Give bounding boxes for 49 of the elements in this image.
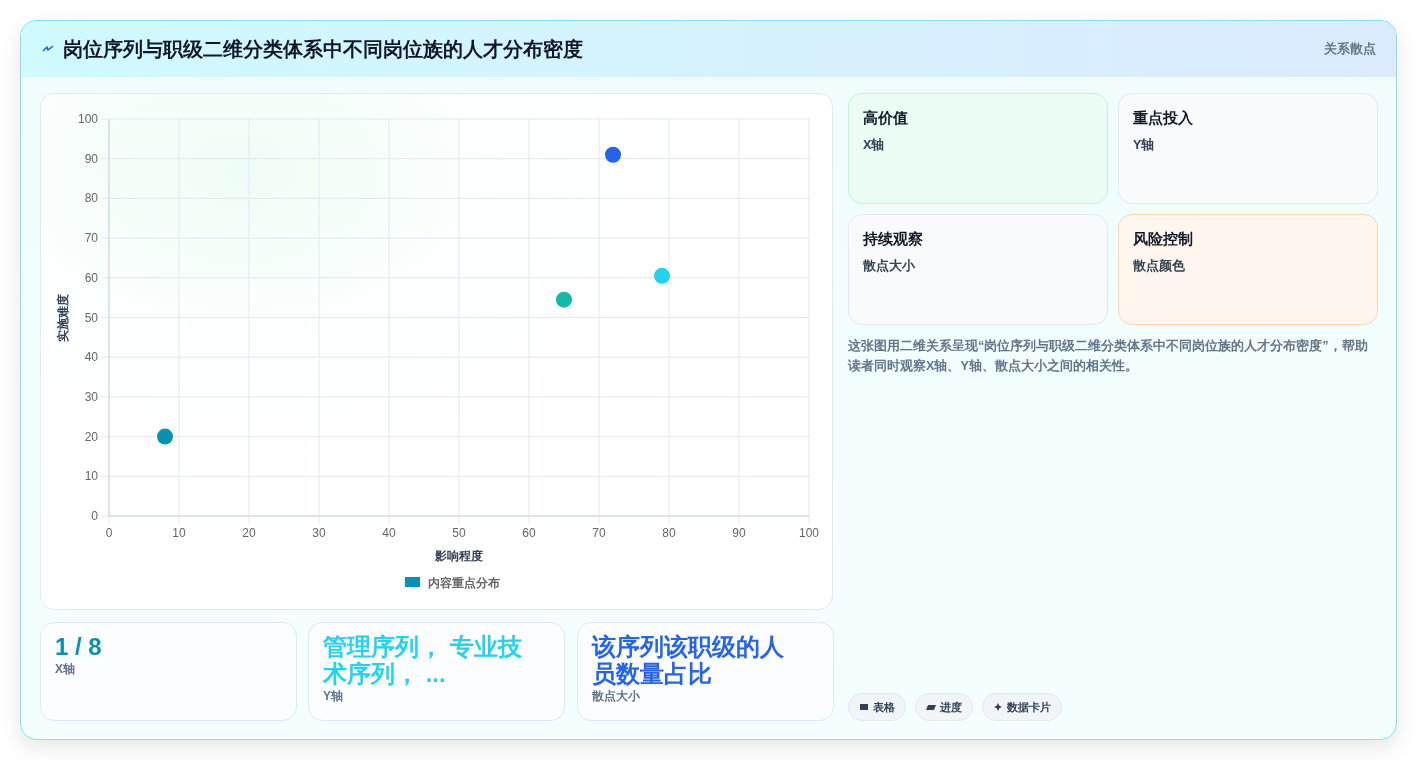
text: X轴: [55, 661, 76, 677]
x-tick-label: 10: [172, 526, 186, 540]
y-axis-title: 实施难度: [56, 293, 70, 342]
y-tick-label: 50: [84, 310, 99, 325]
point: [605, 146, 621, 163]
point: [654, 267, 670, 284]
y-tick-label: 90: [84, 151, 99, 166]
y-tick-label: 100: [77, 112, 99, 126]
text: 持续观察: [863, 230, 924, 249]
x-tick-label: 70: [592, 526, 606, 540]
text: 散点大小: [592, 688, 641, 704]
point: [556, 291, 572, 308]
text: 高价值: [863, 109, 909, 128]
text: 表格: [873, 699, 895, 715]
text: Y轴: [323, 688, 344, 704]
y-tick-label: 70: [84, 231, 99, 246]
text: X轴: [863, 137, 886, 154]
text: 散点大小: [863, 258, 916, 275]
y-tick-label: 0: [91, 509, 99, 523]
x-tick-label: 50: [452, 526, 466, 540]
text: 数据卡片: [1007, 699, 1051, 715]
x-tick-label: 40: [382, 526, 396, 540]
y-tick-label: 10: [84, 469, 99, 484]
y-tick-label: 20: [84, 429, 99, 444]
text: 岗位序列与职级二维分类体系中不同岗位族的人才分布密度: [63, 37, 583, 61]
text: 管理序列， 专业技术序列， ...: [323, 633, 523, 687]
y-tick-label: 60: [84, 270, 99, 285]
point: [157, 428, 173, 445]
x-tick-label: 90: [732, 526, 746, 540]
y-tick-label: 30: [84, 389, 99, 404]
text: 这张图用二维关系呈现“岗位序列与职级二维分类体系中不同岗位族的人才分布密度”，帮助读者同时观察X轴、Y轴、散点大小之间的相关性。: [848, 337, 1369, 375]
x-tick-label: 100: [798, 526, 820, 540]
x-tick-label: 20: [242, 526, 256, 540]
text: Y轴: [1133, 137, 1156, 154]
y-tick-label: 80: [84, 191, 99, 206]
x-tick-label: 60: [522, 526, 536, 540]
x-tick-label: 0: [105, 526, 113, 540]
text: 重点投入: [1133, 109, 1194, 128]
text: 进度: [940, 699, 962, 715]
text: 该序列该职级的人员数量占比: [592, 633, 785, 687]
legend-label: 内容重点分布: [428, 575, 500, 590]
text: 散点颜色: [1133, 258, 1186, 275]
x-tick-label: 80: [662, 526, 676, 540]
x-tick-label: 30: [312, 526, 326, 540]
text: 1 / 8: [55, 633, 103, 660]
text: 关系散点: [1324, 41, 1376, 58]
y-tick-label: 40: [84, 350, 99, 365]
text: 风险控制: [1133, 230, 1194, 249]
x-axis-title: 影响程度: [434, 549, 483, 563]
